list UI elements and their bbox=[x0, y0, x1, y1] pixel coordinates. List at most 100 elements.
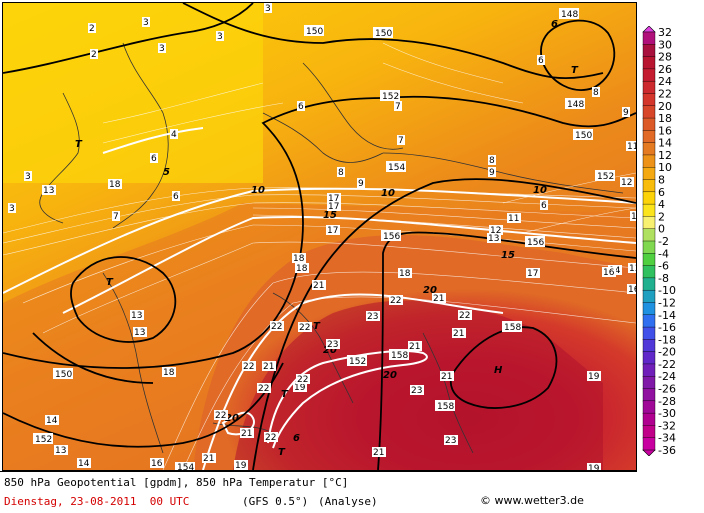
local-value-bg bbox=[366, 311, 380, 321]
local-value-bg bbox=[440, 371, 454, 381]
local-value-bg bbox=[45, 415, 59, 425]
local-value: 13 bbox=[43, 186, 54, 196]
geo-label: 156 bbox=[381, 230, 401, 242]
local-value-bg bbox=[444, 435, 458, 445]
local-value: 16 bbox=[151, 459, 163, 469]
local-value-bg bbox=[312, 280, 326, 290]
local-value: 14 bbox=[78, 459, 90, 469]
geo-label: 152 bbox=[595, 170, 615, 182]
isotherm-labels: 5 10 10 10 15 15 20 20 20 20 6 6 bbox=[163, 19, 558, 444]
legend-label: 16 bbox=[658, 124, 672, 137]
legend-label: 26 bbox=[658, 63, 672, 76]
local-value-bg bbox=[537, 55, 545, 65]
local-value: 19 bbox=[235, 461, 247, 470]
local-value: 18 bbox=[296, 264, 308, 274]
local-value: 3 bbox=[25, 172, 31, 182]
isotherm-label: 6 bbox=[293, 433, 300, 444]
geo-label: 150 bbox=[573, 129, 593, 141]
legend-swatch bbox=[642, 130, 656, 144]
local-value: 13 bbox=[55, 446, 66, 456]
legend-label: -12 bbox=[658, 296, 676, 309]
local-value-bg bbox=[620, 177, 634, 187]
legend-swatch bbox=[642, 68, 656, 82]
geo-label: 150 bbox=[373, 27, 393, 39]
local-value-bg bbox=[326, 339, 340, 349]
geo-label: 154 bbox=[175, 462, 195, 470]
local-value-bg bbox=[90, 49, 98, 59]
local-value-bg bbox=[458, 310, 472, 320]
legend-swatch bbox=[642, 203, 656, 218]
svg-text:156: 156 bbox=[383, 232, 400, 242]
local-value-bg bbox=[242, 361, 256, 371]
local-value: 9 bbox=[358, 179, 364, 189]
local-value: 11 bbox=[508, 214, 519, 224]
local-value-bg bbox=[408, 341, 422, 351]
local-value-bg bbox=[622, 107, 630, 117]
local-value-bg bbox=[216, 31, 224, 41]
local-value-bg bbox=[112, 211, 120, 221]
legend-swatch bbox=[642, 289, 656, 304]
local-value: 6 bbox=[541, 201, 547, 211]
local-value-bg bbox=[540, 200, 548, 210]
legend-label: 22 bbox=[658, 87, 672, 100]
local-value-bg bbox=[587, 371, 601, 381]
legend-label: -14 bbox=[658, 309, 676, 322]
chart-caption: 850 hPa Geopotential [gpdm], 850 hPa Tem… bbox=[0, 471, 637, 513]
geo-label: 158 bbox=[435, 400, 455, 412]
local-value-bg bbox=[452, 328, 466, 338]
legend-label: -18 bbox=[658, 333, 676, 346]
local-value-bg bbox=[202, 453, 216, 463]
weather-map: T T T T T T H 150 150 152 154 156 156 15… bbox=[2, 2, 637, 471]
local-value: 22 bbox=[258, 384, 269, 394]
local-value-bg bbox=[298, 322, 312, 332]
geo-label: 158 bbox=[389, 349, 409, 361]
local-value-bg bbox=[327, 201, 341, 211]
isotherm-label: 15 bbox=[323, 210, 337, 221]
legend-label: -20 bbox=[658, 346, 676, 359]
local-value: 21 bbox=[241, 429, 252, 439]
local-value: 2 bbox=[89, 24, 95, 34]
local-value: 9 bbox=[623, 108, 629, 118]
local-value-bg bbox=[397, 135, 405, 145]
legend-label: -34 bbox=[658, 432, 676, 445]
local-value: 11 bbox=[627, 142, 636, 152]
local-value-bg bbox=[295, 263, 309, 273]
geo-label: 158 bbox=[502, 321, 522, 333]
local-value-bg bbox=[297, 101, 305, 111]
copyright-link[interactable]: © www.wetter3.de bbox=[480, 494, 584, 507]
svg-text:152: 152 bbox=[597, 172, 614, 182]
local-value-bg bbox=[389, 295, 403, 305]
caption-type: (Analyse) bbox=[318, 495, 378, 508]
legend-swatch bbox=[642, 154, 656, 168]
local-value: 18 bbox=[399, 269, 411, 279]
local-value: 22 bbox=[459, 311, 470, 321]
local-value-bg bbox=[142, 17, 150, 27]
local-value-bg bbox=[394, 101, 402, 111]
legend-swatch bbox=[642, 179, 656, 193]
geo-label: 152 bbox=[380, 90, 400, 102]
local-value-bg bbox=[240, 428, 254, 438]
local-value: 12 bbox=[621, 178, 632, 188]
legend-label: -10 bbox=[658, 284, 676, 297]
local-value-bg bbox=[489, 225, 503, 235]
caption-model: (GFS 0.5°) bbox=[242, 495, 309, 508]
local-value: 23 bbox=[367, 312, 378, 322]
legend-label: -32 bbox=[658, 419, 676, 432]
legend-swatch bbox=[642, 228, 656, 242]
legend-swatch bbox=[642, 400, 656, 414]
local-value: 3 bbox=[265, 4, 271, 14]
local-value: 7 bbox=[395, 102, 401, 112]
legend-label: 12 bbox=[658, 149, 672, 162]
legend-swatch bbox=[642, 376, 656, 390]
pressure-centers: T T T T T T H bbox=[75, 65, 579, 458]
local-value: 2 bbox=[91, 50, 97, 60]
geo-label: 148 bbox=[559, 8, 579, 20]
low-center: T bbox=[313, 321, 321, 332]
svg-text:148: 148 bbox=[567, 100, 584, 110]
local-value-bg bbox=[630, 211, 636, 221]
legend-swatch bbox=[642, 412, 656, 427]
svg-text:148: 148 bbox=[561, 10, 578, 20]
local-value: 18 bbox=[293, 254, 305, 264]
local-value: 7 bbox=[113, 212, 119, 222]
